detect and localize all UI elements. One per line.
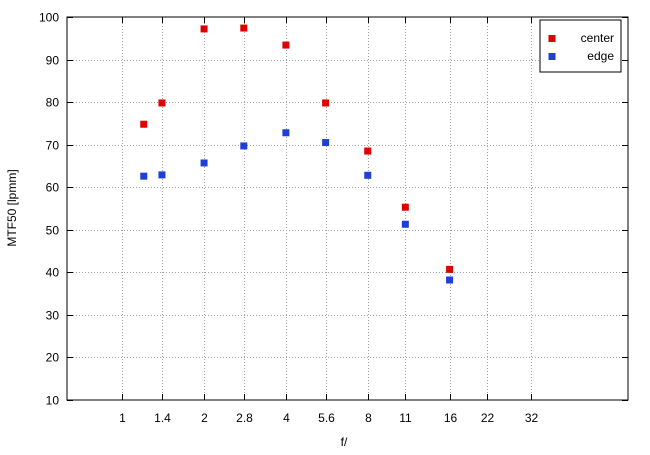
y-tick-label: 80	[46, 96, 60, 110]
x-tick-label: 1	[119, 411, 126, 425]
y-tick-label: 10	[46, 394, 60, 408]
point-center	[401, 203, 409, 211]
y-axis-label: MTF50 [lpmm]	[5, 169, 19, 246]
legend-box	[539, 19, 622, 73]
point-edge	[401, 220, 409, 228]
x-tick-label: 22	[481, 411, 495, 425]
point-center	[140, 120, 148, 128]
legend-marker-edge	[548, 53, 556, 60]
y-tick-label: 30	[46, 309, 60, 323]
y-tick-label: 40	[46, 266, 60, 280]
y-tick-label: 20	[46, 351, 60, 365]
grid-lines	[67, 17, 628, 400]
point-edge	[240, 142, 248, 150]
point-center	[446, 265, 454, 273]
point-center	[282, 41, 290, 49]
x-tick-label: 16	[444, 411, 458, 425]
point-edge	[282, 129, 290, 137]
y-tick-label: 70	[46, 139, 60, 153]
y-tick-label: 60	[46, 181, 60, 195]
point-edge	[158, 171, 166, 179]
plot-area	[66, 16, 629, 401]
x-tick-label: 5.6	[318, 411, 335, 425]
data-points	[140, 24, 454, 284]
y-tick-labels: 10 20 30 40 50 60 70 80 90 100	[39, 11, 59, 408]
point-edge	[140, 172, 148, 180]
point-edge	[446, 276, 454, 284]
x-tick-label: 2.8	[236, 411, 253, 425]
x-tick-label: 4	[283, 411, 290, 425]
x-axis-label: f/	[341, 435, 348, 449]
y-tick-label: 100	[39, 11, 59, 25]
point-center	[240, 24, 248, 32]
point-center	[158, 99, 166, 107]
x-tick-label: 1.4	[154, 411, 171, 425]
x-tick-labels: 1 1.4 2 2.8 4 5.6 8 11 16 22 32	[119, 411, 538, 425]
x-tick-label: 8	[365, 411, 372, 425]
x-tick-label: 11	[399, 411, 412, 425]
axis-ticks	[67, 17, 628, 401]
point-center	[200, 25, 208, 33]
y-tick-label: 50	[46, 224, 60, 238]
x-tick-label: 32	[525, 411, 539, 425]
point-edge	[364, 171, 372, 179]
point-edge	[322, 139, 330, 147]
legend-marker-center	[548, 35, 556, 42]
point-edge	[200, 159, 208, 167]
point-center	[364, 147, 372, 155]
y-tick-label: 90	[46, 54, 60, 68]
x-tick-label: 2	[201, 411, 208, 425]
legend-label-center: center	[581, 31, 614, 45]
point-center	[322, 99, 330, 107]
legend-label-edge: edge	[587, 49, 614, 63]
legend: center edge	[539, 19, 622, 73]
